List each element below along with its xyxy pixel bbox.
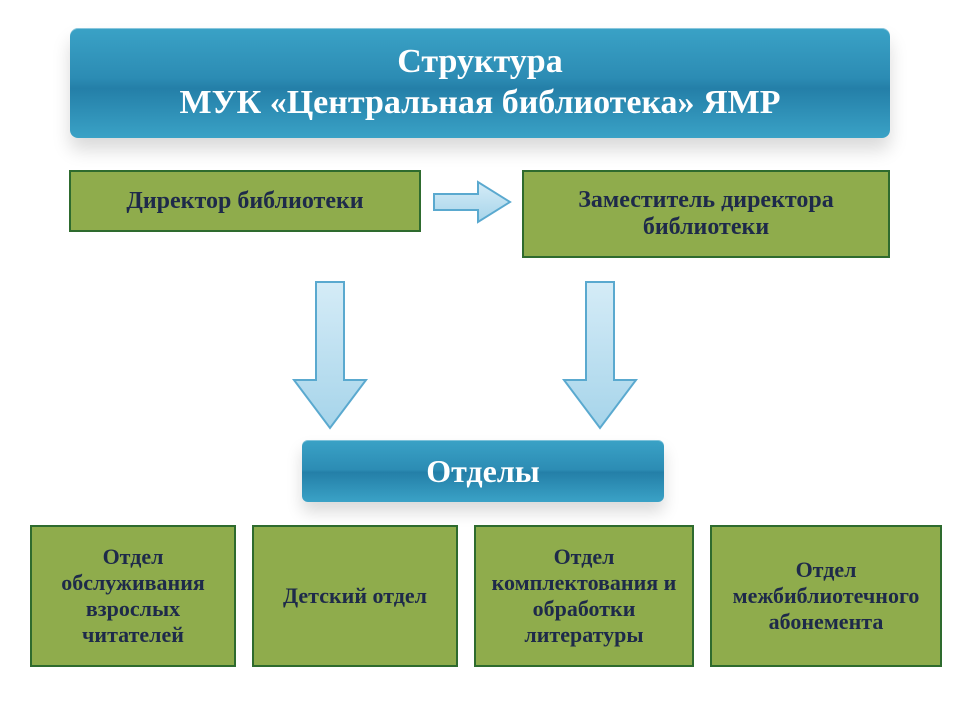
arrow-down-right-icon xyxy=(560,280,640,430)
node-dept-4-label: Отдел межбиблиотечного абонемента xyxy=(720,557,932,635)
node-dept-3: Отдел комплектования и обработки литерат… xyxy=(474,525,694,667)
node-director-label: Директор библиотеки xyxy=(126,188,363,215)
node-director: Директор библиотеки xyxy=(69,170,421,232)
node-dept-1: Отдел обслуживания взрослых читателей xyxy=(30,525,236,667)
arrow-right-icon xyxy=(432,180,512,224)
node-dept-3-label: Отдел комплектования и обработки литерат… xyxy=(484,544,684,648)
node-dept-2-label: Детский отдел xyxy=(283,583,427,609)
departments-header: Отделы xyxy=(302,440,664,502)
title-line-1: Структура xyxy=(70,42,890,83)
title-banner: Структура МУК «Центральная библиотека» Я… xyxy=(70,28,890,138)
node-dept-1-label: Отдел обслуживания взрослых читателей xyxy=(40,544,226,648)
node-dept-4: Отдел межбиблиотечного абонемента xyxy=(710,525,942,667)
org-chart: Структура МУК «Центральная библиотека» Я… xyxy=(0,0,960,720)
departments-header-label: Отделы xyxy=(426,453,540,490)
node-deputy: Заместитель директора библиотеки xyxy=(522,170,890,258)
arrow-down-left-icon xyxy=(290,280,370,430)
node-dept-2: Детский отдел xyxy=(252,525,458,667)
node-deputy-label: Заместитель директора библиотеки xyxy=(532,187,880,241)
title-line-2: МУК «Центральная библиотека» ЯМР xyxy=(70,83,890,124)
